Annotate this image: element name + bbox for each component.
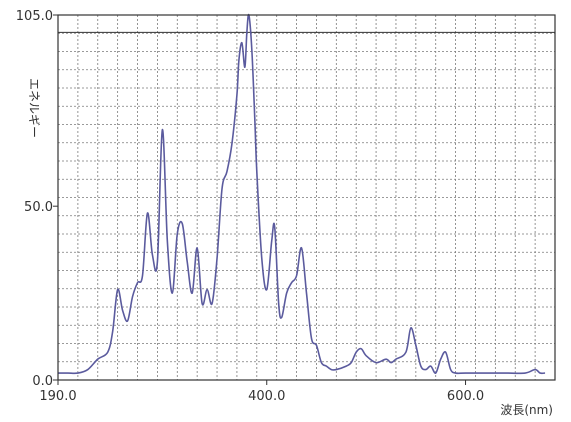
x-tick-label: 190.0 [39,389,76,404]
y-tick-label: 105.0 [16,9,53,24]
y-axis-label: エネルギー [27,78,41,138]
x-tick-label: 400.0 [248,389,285,404]
y-tick-label: 50.0 [24,200,53,215]
x-axis-label: 波長(nm) [500,403,553,417]
y-tick-label: 0.0 [32,374,53,389]
x-tick-label: 600.0 [447,389,484,404]
